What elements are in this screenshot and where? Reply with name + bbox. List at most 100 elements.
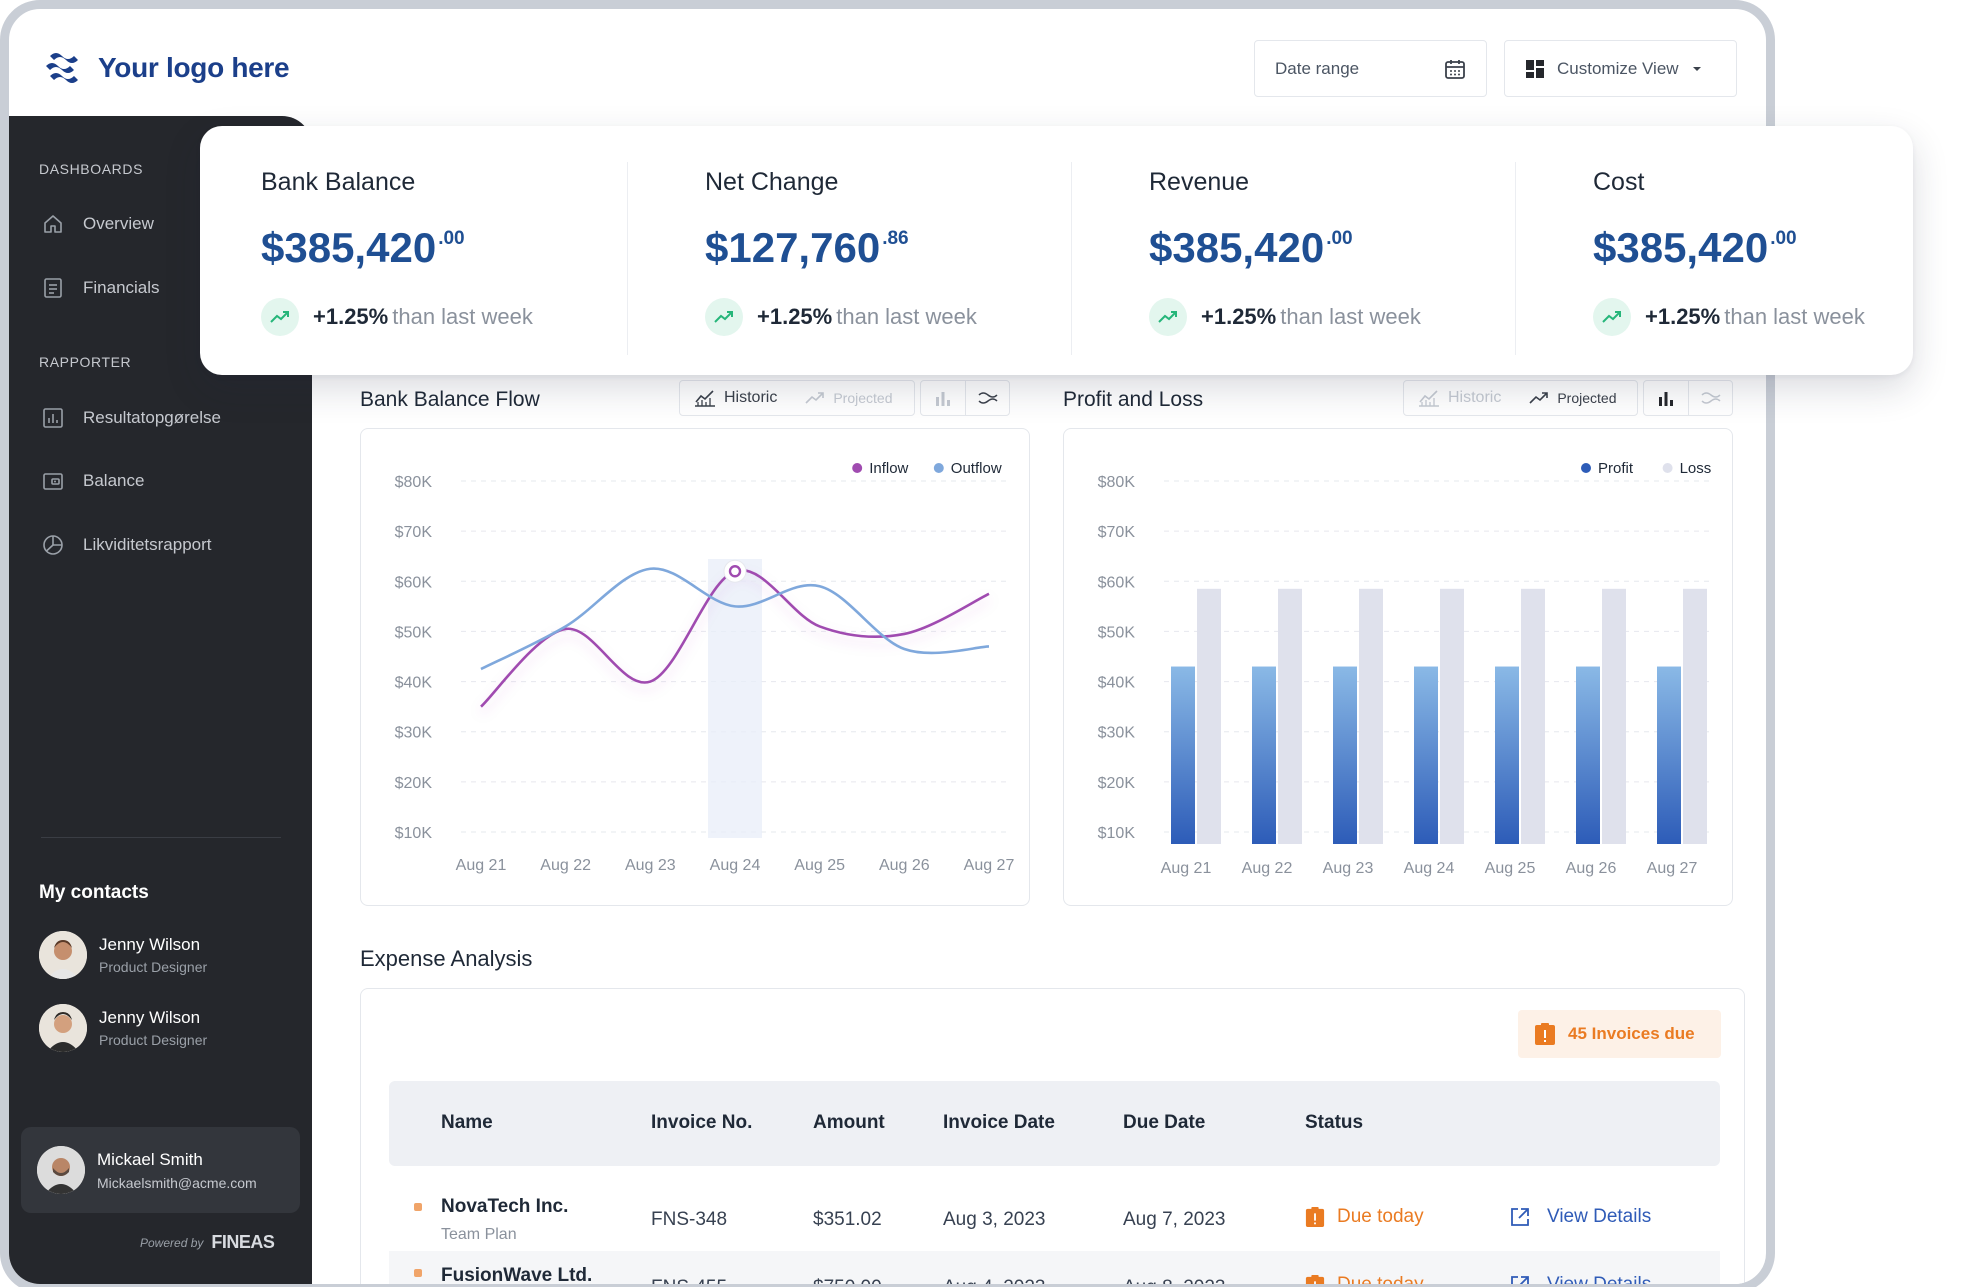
customize-view-label: Customize View: [1557, 58, 1679, 78]
view-details-link[interactable]: View Details: [1509, 1274, 1651, 1284]
column-header[interactable]: Amount: [813, 1112, 885, 1133]
company-name: NovaTech Inc.: [441, 1196, 569, 1217]
invoice-number: FNS-455: [651, 1277, 727, 1284]
sidebar-item-balance[interactable]: Balance: [41, 469, 144, 493]
profit-bar: [1657, 666, 1681, 844]
caret-down-icon: [1692, 66, 1701, 71]
expense-title: Expense Analysis: [360, 946, 533, 971]
profit-loss-title: Profit and Loss: [1063, 388, 1204, 411]
trend-up-icon: [1529, 392, 1549, 404]
table-header: Name Invoice No. Amount Invoice Date Due…: [389, 1081, 1720, 1166]
kpi-title: Revenue: [1149, 168, 1250, 196]
invoices-due-badge[interactable]: 45 Invoices due: [1518, 1010, 1721, 1058]
profit-bar: [1495, 666, 1519, 844]
external-link-icon: [1511, 1276, 1529, 1284]
profit-bar: [1171, 666, 1195, 844]
column-header[interactable]: Invoice No.: [651, 1112, 753, 1133]
due-date: Aug 7, 2023: [1123, 1209, 1226, 1230]
sidebar-item-resultatopgorelse[interactable]: Resultatopgørelse: [41, 406, 221, 430]
table-row[interactable]: NovaTech Inc. Team Plan FNS-348 $351.02 …: [389, 1166, 1720, 1251]
series-line-inflow: [480, 568, 990, 708]
series-line-outflow: [480, 567, 990, 671]
logo[interactable]: Your logo here: [42, 46, 290, 90]
sidebar-divider: [41, 837, 281, 838]
user-name: Mickael Smith: [97, 1149, 203, 1169]
line-chart-button[interactable]: [965, 381, 1009, 415]
kpi-divider: [627, 162, 628, 355]
bank-flow-chart-type: [920, 380, 1010, 416]
date-range-picker[interactable]: Date range: [1254, 40, 1487, 97]
sidebar-item-likviditetsrapport[interactable]: Likviditetsrapport: [41, 533, 212, 557]
x-tick-label: Aug 26: [879, 857, 930, 874]
company-name: FusionWave Ltd.: [441, 1265, 593, 1286]
y-tick-label: $60K: [395, 574, 433, 591]
kpi-value: $385,420.00: [261, 224, 465, 271]
profit-bar: [1576, 666, 1600, 844]
kpi-delta: +1.25% than last week: [705, 298, 977, 336]
historic-toggle[interactable]: Historic: [680, 381, 791, 415]
x-tick-label: Aug 27: [964, 857, 1015, 874]
invoice-amount: $351.02: [813, 1209, 882, 1230]
customize-view-button[interactable]: Customize View: [1504, 40, 1737, 97]
sidebar-item-overview[interactable]: Overview: [41, 212, 154, 236]
loss-bar: [1440, 588, 1464, 844]
alert-clipboard-icon: [1535, 1023, 1555, 1045]
user-profile-card[interactable]: Mickael Smith Mickaelsmith@acme.com: [21, 1127, 300, 1213]
column-header[interactable]: Status: [1305, 1112, 1364, 1133]
grid-layout-icon: [1526, 59, 1544, 78]
table-row[interactable]: FusionWave Ltd. FNS-455 $750.00 Aug 4, 2…: [389, 1251, 1720, 1286]
profit-bar: [1414, 666, 1438, 844]
y-tick-label: $10K: [1098, 825, 1136, 842]
legend-swatch: [1662, 463, 1673, 473]
projected-toggle[interactable]: Projected: [1515, 381, 1630, 415]
kpi-value: $127,760.86: [705, 224, 909, 271]
view-details-link[interactable]: View Details: [1509, 1206, 1651, 1228]
contact-name: Jenny Wilson: [99, 1008, 201, 1027]
projected-label: Projected: [833, 390, 893, 406]
contacts-title: My contacts: [39, 882, 149, 903]
sidebar-section-dashboards: DASHBOARDS: [39, 161, 144, 177]
x-tick-label: Aug 25: [1485, 860, 1536, 877]
sidebar-item-label: Balance: [83, 471, 145, 490]
contact-item[interactable]: Jenny Wilson Product Designer: [39, 931, 207, 979]
x-tick-label: Aug 24: [710, 857, 761, 874]
historic-chart-icon: [1419, 390, 1439, 407]
historic-toggle[interactable]: Historic: [1404, 381, 1515, 415]
kpi-delta: +1.25% than last week: [1593, 298, 1865, 336]
loss-bar: [1197, 588, 1221, 844]
loss-bar: [1278, 588, 1302, 844]
legend-label: Loss: [1680, 460, 1712, 477]
loss-bar: [1359, 588, 1383, 844]
user-email: Mickaelsmith@acme.com: [97, 1174, 257, 1191]
profit-loss-chart-type: [1643, 380, 1733, 416]
invoice-amount: $750.00: [813, 1277, 882, 1284]
projected-toggle[interactable]: Projected: [791, 381, 906, 415]
x-tick-label: Aug 24: [1404, 860, 1455, 877]
powered-by-label: Powered by: [140, 1235, 204, 1250]
status-badge: Due today: [1305, 1274, 1424, 1284]
bar-chart-button[interactable]: [1644, 381, 1688, 415]
row-bullet: [414, 1203, 422, 1211]
column-header[interactable]: Due Date: [1123, 1112, 1206, 1133]
historic-chart-icon: [695, 390, 715, 407]
pie-chart-icon: [43, 535, 63, 555]
y-tick-label: $20K: [1098, 775, 1136, 792]
bar-chart-button[interactable]: [921, 381, 965, 415]
trend-up-icon: [261, 298, 299, 336]
column-header[interactable]: Invoice Date: [943, 1112, 1055, 1133]
due-date: Aug 8, 2023: [1123, 1277, 1225, 1284]
wave-lines-icon: [1700, 392, 1721, 404]
y-tick-label: $10K: [395, 825, 433, 842]
y-tick-label: $80K: [1098, 474, 1136, 491]
contact-role: Product Designer: [99, 1032, 208, 1048]
line-chart-button[interactable]: [1688, 381, 1732, 415]
y-tick-label: $60K: [1098, 574, 1136, 591]
y-tick-label: $40K: [1098, 675, 1136, 692]
column-header[interactable]: Name: [441, 1112, 493, 1133]
invoice-date: Aug 3, 2023: [943, 1209, 1046, 1230]
y-tick-label: $20K: [395, 775, 433, 792]
sidebar-item-financials[interactable]: Financials: [41, 276, 160, 300]
contact-item[interactable]: Jenny Wilson Product Designer: [39, 1004, 207, 1052]
alert-clipboard-icon: [1305, 1275, 1325, 1284]
loss-bar: [1602, 588, 1626, 844]
